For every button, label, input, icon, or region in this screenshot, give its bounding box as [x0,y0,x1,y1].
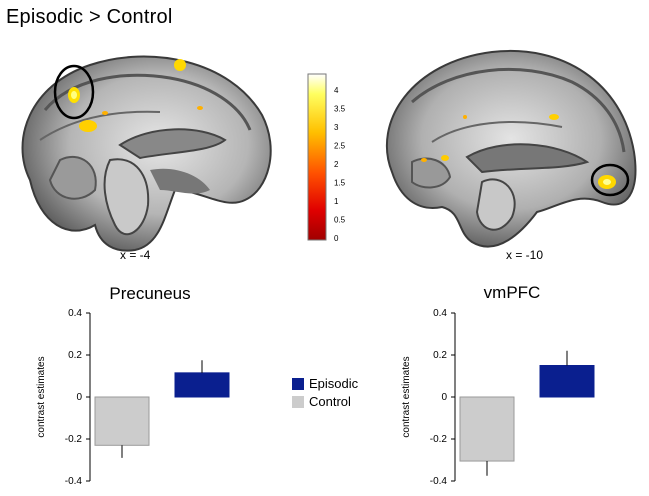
colorbar-tick-label: 3.5 [334,105,346,114]
legend-swatch-episodic [292,377,304,390]
colorbar-ticks: 4 3.5 3 2.5 2 1.5 1 0.5 0 [334,86,346,242]
colorbar-tick-label: 3 [334,123,339,132]
bar-chart-precuneus: contrast estimates 0.4 0.2 0 -0.2 -0.4 [36,308,230,487]
y-tick-label: 0.2 [68,350,82,361]
legend-swatch-control [292,395,304,408]
figure-title: Episodic > Control [6,6,173,28]
legend-item-control: Control [292,394,351,409]
right-slice-label: x = -10 [506,248,544,262]
y-tick-label: -0.2 [430,434,448,445]
y-tick-label: 0.4 [68,308,82,319]
y-tick-label: -0.2 [65,434,83,445]
colorbar-tick-label: 1 [334,197,339,206]
brain-slice-right [386,50,637,248]
left-slice-label: x = -4 [120,248,151,262]
chart-title-vmpfc: vmPFC [483,283,541,302]
y-tick-label: 0.2 [433,350,447,361]
y-tick-label: 0.4 [433,308,447,319]
colorbar: 4 3.5 3 2.5 2 1.5 1 0.5 0 [307,73,346,242]
bar-control [94,396,150,446]
colorbar-tick-label: 1.5 [334,179,346,188]
precuneus-highlight-circle [53,64,95,120]
y-tick-label: 0 [441,392,447,403]
y-tick-label: -0.4 [65,476,83,487]
bar-control [459,396,515,462]
bar-chart-vmpfc: contrast estimates 0.4 0.2 0 -0.2 -0.4 [401,308,595,487]
y-axis-label: contrast estimates [401,356,412,437]
colorbar-tick-label: 2.5 [334,142,346,151]
vmpfc-highlight-circle [590,163,630,197]
colorbar-tick-label: 0 [334,234,339,242]
y-tick-label: -0.4 [430,476,448,487]
bar-episodic [174,372,230,398]
legend-label-episodic: Episodic [309,376,359,391]
brain-slice-left [21,55,272,252]
y-axis-label: contrast estimates [36,356,47,437]
legend-label-control: Control [309,394,351,409]
colorbar-tick-label: 0.5 [334,216,346,225]
colorbar-tick-label: 4 [334,86,339,95]
colorbar-tick-label: 2 [334,160,339,169]
bar-episodic [539,365,595,398]
chart-title-precuneus: Precuneus [109,284,191,303]
y-tick-label: 0 [76,392,82,403]
legend-item-episodic: Episodic [292,376,358,391]
